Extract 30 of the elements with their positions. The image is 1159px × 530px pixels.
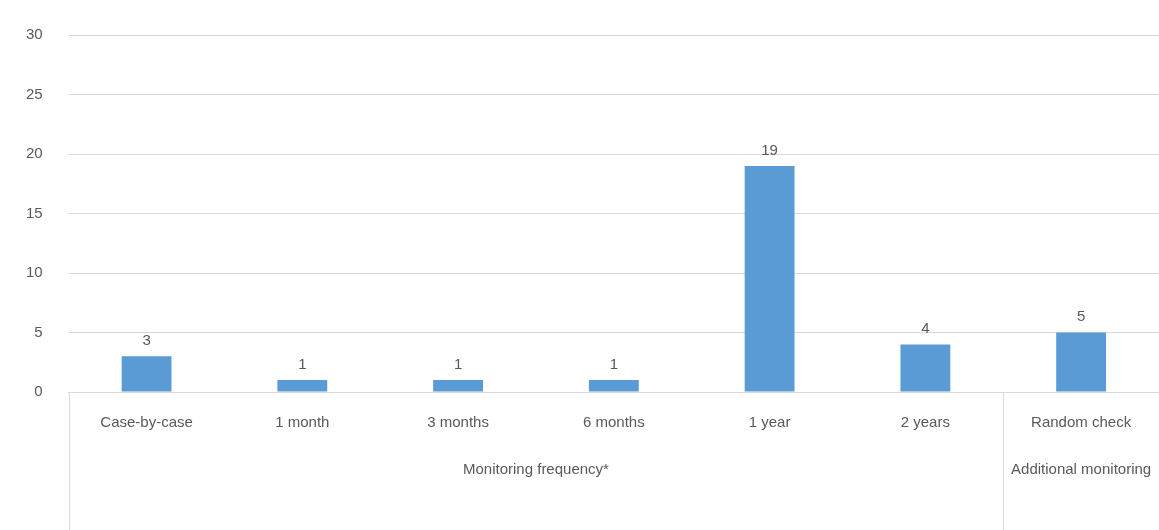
x-tick-label: 2 years bbox=[900, 413, 950, 431]
text: Additional monitoring bbox=[1011, 460, 1152, 478]
bar bbox=[744, 165, 795, 392]
x-tick-label: Random check bbox=[1031, 413, 1132, 431]
y-tick-label: 20 bbox=[26, 144, 43, 162]
data-label: 1 bbox=[609, 354, 619, 372]
y-tick-label: 0 bbox=[34, 382, 43, 400]
data-label: 5 bbox=[1076, 307, 1086, 325]
y-tick-label: 5 bbox=[34, 322, 43, 340]
x-tick-label: 1 year bbox=[748, 413, 791, 431]
bar bbox=[433, 380, 483, 392]
bar bbox=[588, 380, 639, 392]
y-tick-label: 15 bbox=[26, 203, 43, 221]
data-label: 1 bbox=[453, 354, 463, 372]
y-tick-label: 25 bbox=[26, 84, 43, 102]
bar bbox=[900, 344, 951, 392]
x-tick-label: 3 months bbox=[427, 413, 489, 431]
text: Monitoring frequency* bbox=[463, 460, 610, 478]
x-tick-label: 6 months bbox=[582, 413, 645, 431]
bar bbox=[121, 356, 172, 392]
data-label: 4 bbox=[921, 319, 930, 337]
bar bbox=[1056, 332, 1107, 392]
y-tick-label: 30 bbox=[26, 25, 43, 43]
x-tick-label: Case-by-case bbox=[100, 413, 193, 431]
data-label: 3 bbox=[142, 330, 151, 348]
data-label: 19 bbox=[761, 140, 778, 158]
y-tick-label: 10 bbox=[26, 263, 43, 281]
x-tick-label: 1 month bbox=[275, 413, 330, 431]
data-label: 1 bbox=[298, 354, 307, 372]
bar bbox=[277, 380, 328, 392]
